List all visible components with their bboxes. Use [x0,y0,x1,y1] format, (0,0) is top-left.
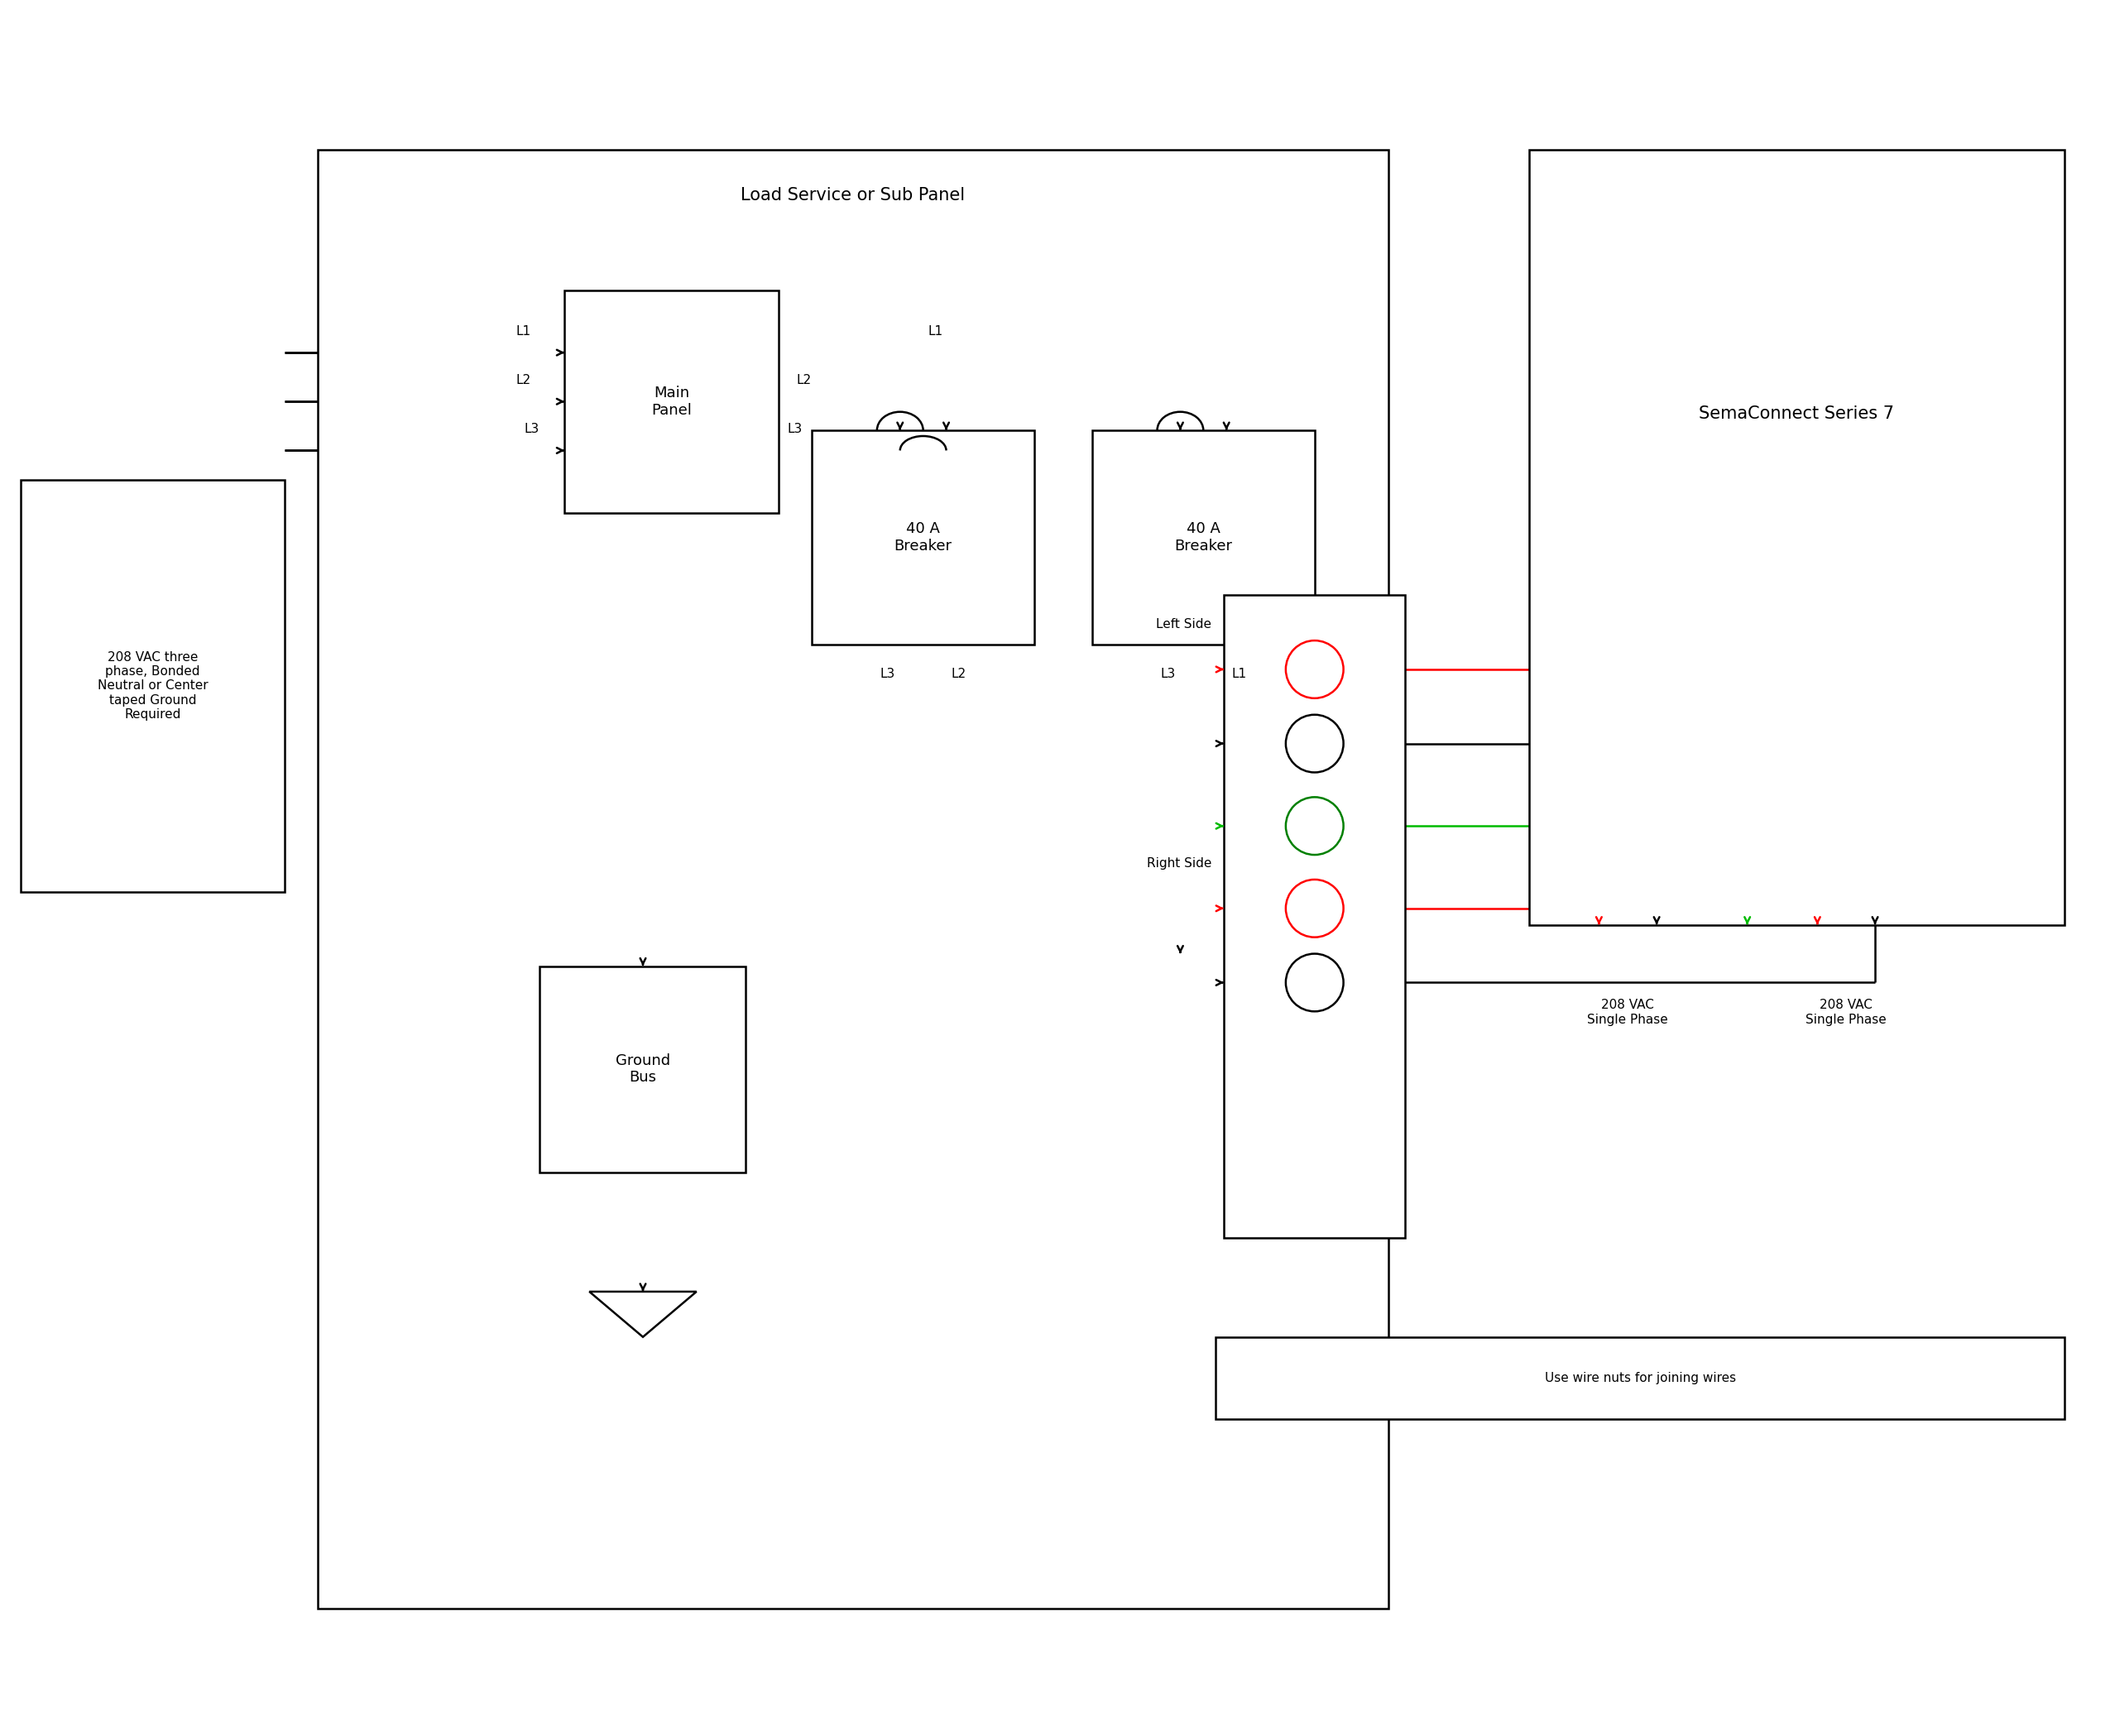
Bar [21,479,285,892]
Text: SemaConnect Series 7: SemaConnect Series 7 [1699,406,1895,422]
Bar [316,149,1388,1609]
Text: L2: L2 [517,375,532,387]
Text: L1: L1 [1232,668,1247,681]
Text: L2: L2 [952,668,966,681]
Text: 208 VAC
Single Phase: 208 VAC Single Phase [1587,998,1669,1026]
Bar [540,965,747,1172]
Text: L1: L1 [517,325,532,339]
Text: L1: L1 [928,325,943,339]
Text: L3: L3 [880,668,895,681]
Bar [565,290,779,512]
Text: 40 A
Breaker: 40 A Breaker [895,521,952,554]
Bar [1530,149,2064,925]
Text: 208 VAC
Single Phase: 208 VAC Single Phase [1806,998,1886,1026]
Text: Ground
Bus: Ground Bus [616,1054,671,1085]
Bar [1224,595,1405,1238]
Text: L2: L2 [795,375,810,387]
Text: 40 A
Breaker: 40 A Breaker [1175,521,1232,554]
Text: 208 VAC three
phase, Bonded
Neutral or Center
taped Ground
Required: 208 VAC three phase, Bonded Neutral or C… [97,651,207,720]
Text: L3: L3 [523,424,540,436]
Text: Right Side: Right Side [1146,858,1211,870]
Text: Use wire nuts for joining wires: Use wire nuts for joining wires [1545,1371,1737,1384]
Text: Load Service or Sub Panel: Load Service or Sub Panel [741,187,964,203]
Bar [1215,1337,2064,1420]
Text: L3: L3 [1160,668,1175,681]
Text: Main
Panel: Main Panel [652,385,692,418]
Bar [1093,431,1315,644]
Text: Left Side: Left Side [1156,618,1211,630]
Bar [812,431,1034,644]
Text: L3: L3 [787,424,802,436]
